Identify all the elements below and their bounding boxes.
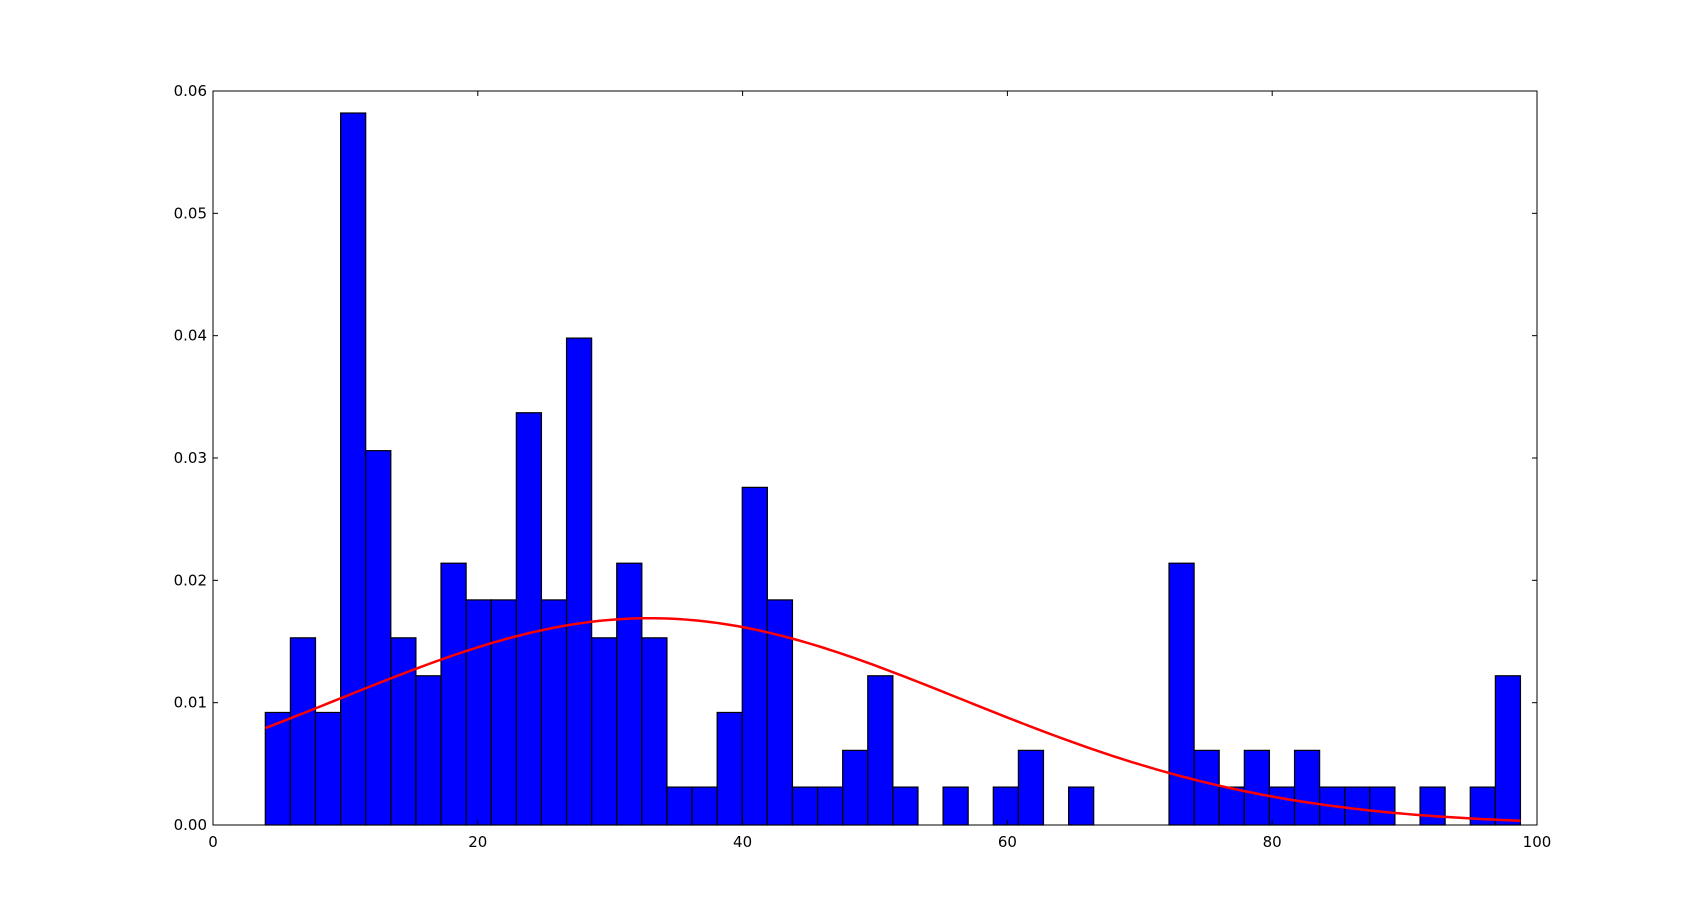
y-tick-label: 0.00 — [174, 816, 207, 834]
y-tick-label: 0.06 — [174, 82, 207, 100]
x-tick-label: 80 — [1263, 833, 1282, 851]
histogram-bar — [1268, 786, 1296, 826]
histogram-bar — [867, 675, 894, 826]
histogram-bar — [465, 599, 492, 826]
histogram-bar — [1293, 749, 1321, 826]
histogram-bar — [440, 562, 467, 826]
histogram-bar — [992, 786, 1019, 826]
histogram-bar — [340, 112, 367, 826]
histogram-bar — [1344, 786, 1371, 826]
histogram-bar — [390, 637, 417, 826]
histogram-bar — [666, 786, 693, 826]
y-tick-label: 0.03 — [174, 449, 207, 467]
histogram-bar — [490, 599, 517, 826]
histogram-bars — [264, 112, 1522, 826]
x-tick-label: 60 — [998, 833, 1017, 851]
y-tick-label: 0.05 — [174, 204, 207, 222]
histogram-bar — [515, 412, 543, 826]
x-tick-label: 0 — [208, 833, 218, 851]
histogram-bar — [641, 637, 668, 826]
histogram-bar — [591, 637, 618, 826]
histogram-bar — [842, 749, 869, 826]
histogram-bar — [1218, 786, 1245, 826]
histogram-bar — [540, 599, 568, 826]
histogram-bar — [942, 786, 969, 826]
histogram-bar — [691, 786, 718, 826]
axis-ticks — [212, 90, 1538, 826]
histogram-bar — [1193, 749, 1220, 826]
histogram-bar — [616, 562, 643, 826]
histogram-bar — [716, 711, 743, 826]
y-tick-label: 0.02 — [174, 571, 207, 589]
x-tick-label: 40 — [733, 833, 752, 851]
histogram-bar — [415, 675, 442, 826]
histogram-bar — [1168, 562, 1195, 826]
histogram-bar — [314, 711, 342, 826]
histogram-bar — [1067, 786, 1095, 826]
histogram-bar — [1017, 749, 1045, 826]
histogram-bar — [791, 786, 819, 826]
x-tick-label: 100 — [1523, 833, 1552, 851]
histogram-bar — [264, 711, 292, 826]
histogram-bar — [1369, 786, 1396, 826]
x-tick-label: 20 — [468, 833, 487, 851]
y-tick-labels: 0.00 0.01 0.02 0.03 0.04 0.05 0.06 — [174, 82, 207, 834]
histogram-bar — [365, 450, 392, 826]
histogram-bar — [741, 486, 768, 826]
histogram-bar — [816, 786, 844, 826]
histogram-bar — [1243, 749, 1271, 826]
x-tick-labels: 0 20 40 60 80 100 — [208, 833, 1551, 851]
y-tick-label: 0.01 — [174, 694, 207, 712]
histogram-bar — [892, 786, 919, 826]
histogram-bar — [565, 337, 593, 826]
y-tick-label: 0.04 — [174, 327, 207, 345]
normal-fit-curve — [264, 616, 1521, 822]
histogram-bar — [289, 637, 317, 826]
histogram-bar — [1494, 675, 1522, 826]
histogram-bar — [1419, 786, 1446, 826]
